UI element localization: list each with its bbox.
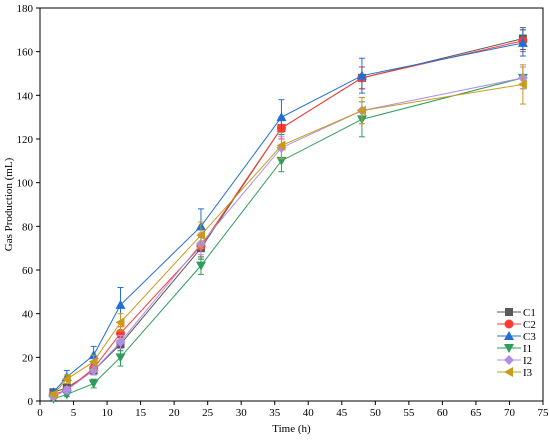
x-tick-label: 45: [336, 407, 348, 419]
x-tick-label: 50: [370, 407, 382, 419]
x-tick-label: 5: [71, 407, 77, 419]
x-tick-label: 70: [504, 407, 516, 419]
legend-label: C1: [523, 307, 536, 319]
data-point: [195, 230, 205, 241]
data-point: [115, 317, 125, 328]
y-tick-label: 160: [17, 47, 34, 59]
legend-label: C3: [523, 331, 536, 343]
x-tick-label: 65: [470, 407, 482, 419]
data-point: [88, 356, 98, 367]
data-point: [61, 385, 72, 396]
data-point: [276, 112, 287, 122]
y-tick-label: 40: [22, 309, 34, 321]
data-point: [115, 353, 126, 363]
data-point: [115, 337, 126, 348]
y-tick-label: 180: [17, 3, 34, 15]
x-tick-label: 55: [403, 407, 415, 419]
y-tick-label: 0: [28, 396, 34, 408]
series-line: [53, 77, 523, 398]
data-point: [115, 299, 126, 309]
x-tick-label: 25: [202, 407, 214, 419]
legend-marker: [504, 367, 513, 377]
x-tick-label: 15: [135, 407, 147, 419]
legend-item: I1: [497, 343, 532, 355]
series-line: [53, 38, 523, 393]
x-tick-label: 10: [102, 407, 114, 419]
y-tick-label: 20: [22, 352, 34, 364]
y-tick-label: 80: [22, 221, 34, 233]
x-tick-label: 30: [236, 407, 248, 419]
legend-item: C3: [497, 331, 536, 343]
series-line: [53, 77, 524, 400]
data-point: [88, 379, 99, 389]
series-layer: [48, 27, 528, 404]
y-tick-label: 60: [22, 265, 34, 277]
x-tick-label: 75: [538, 407, 550, 419]
data-point: [276, 140, 286, 151]
series-i3: [48, 64, 527, 400]
y-tick-label: 140: [17, 90, 34, 102]
x-tick-label: 0: [37, 407, 43, 419]
data-point: [195, 261, 206, 271]
series-i1: [48, 66, 528, 404]
legend-label: I1: [523, 343, 532, 355]
legend-item: C1: [497, 307, 536, 319]
series-line: [53, 42, 523, 393]
data-point: [356, 70, 367, 80]
legend-marker: [504, 331, 514, 340]
y-tick-label: 100: [17, 178, 34, 190]
x-tick-label: 35: [269, 407, 281, 419]
legend-label: I3: [523, 367, 533, 379]
data-point: [517, 37, 528, 47]
data-point: [356, 105, 366, 116]
legend-marker: [505, 308, 513, 316]
x-tick-label: 20: [169, 407, 181, 419]
x-tick-label: 40: [303, 407, 315, 419]
legend-item: I2: [497, 355, 532, 367]
y-tick-label: 120: [17, 134, 34, 146]
plot-frame: [39, 7, 544, 402]
x-tick-label: 60: [437, 407, 449, 419]
legend-item: I3: [497, 367, 533, 379]
series-line: [53, 83, 523, 395]
x-axis-title: Time (h): [272, 423, 311, 435]
legend-marker: [504, 319, 514, 329]
data-point: [48, 389, 58, 400]
axes-layer: 0 5 10 15 20 25 30 35 40 45 50 55 60 65 70 75 0 20 40 60 80 1…: [17, 3, 550, 419]
legend-label: C2: [523, 319, 536, 331]
y-axis-title: Gas Production (mL): [3, 157, 15, 251]
data-point: [517, 79, 527, 90]
legend-marker: [504, 355, 514, 365]
legend-marker: [504, 344, 514, 353]
data-point: [61, 374, 71, 385]
legend-label: I2: [523, 355, 532, 367]
legend-item: C2: [497, 319, 536, 331]
